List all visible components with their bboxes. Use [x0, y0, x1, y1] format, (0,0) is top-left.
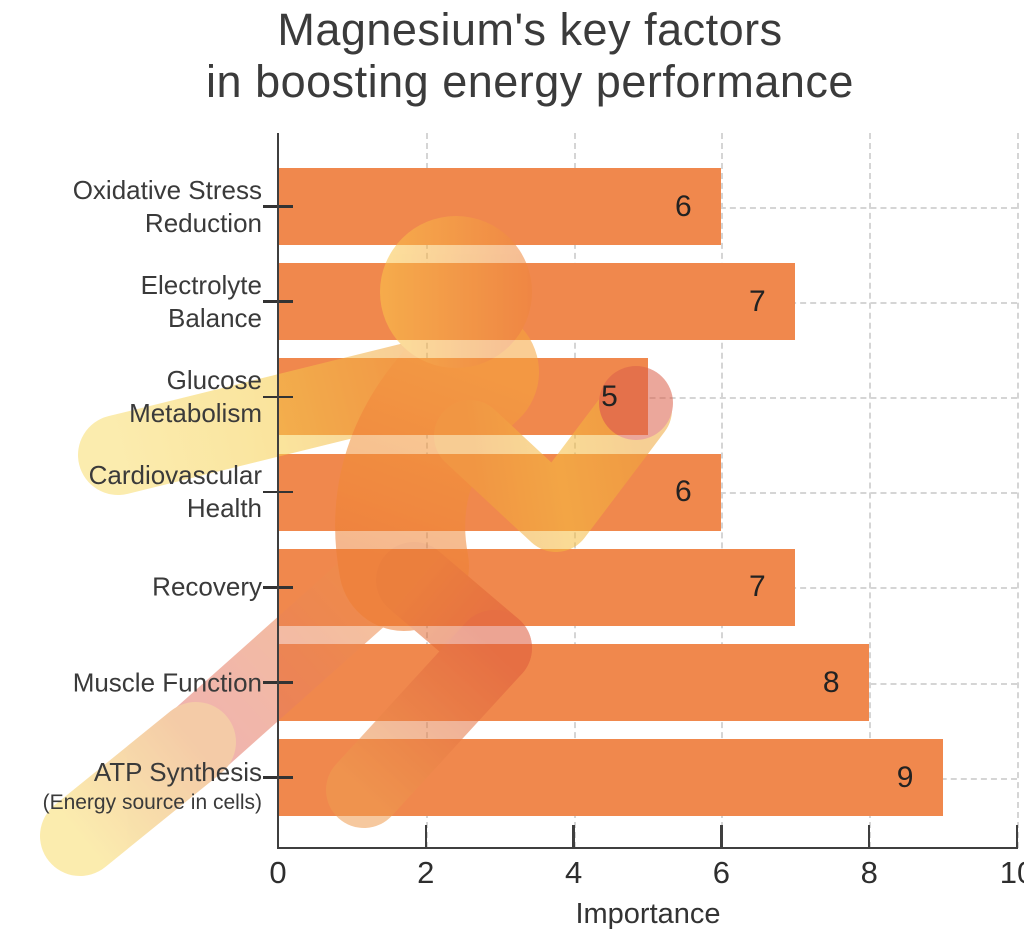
category-label-text: Oxidative Stress Reduction [72, 174, 262, 238]
x-tick-mark [867, 825, 871, 848]
x-axis-title: Importance [575, 898, 721, 930]
vertical-gridline [869, 133, 872, 848]
x-tick-mark [572, 825, 575, 848]
chart-title-line1: Magnesium's key factors [277, 4, 783, 55]
x-tick-mark [720, 825, 723, 848]
category-label-text: ATP Synthesis [93, 756, 262, 787]
category-label-muscle-function: Muscle Function [40, 666, 262, 699]
bar-atp-synthesis [278, 739, 944, 817]
bar-muscle-function [278, 644, 870, 721]
chart-title: Magnesium's key factors in boosting ener… [30, 4, 1024, 108]
bar-value-label: 7 [748, 284, 766, 318]
x-tick-label: 10 [999, 855, 1024, 890]
x-axis-line [276, 846, 1019, 850]
x-tick-label: 6 [712, 855, 731, 890]
bar-value-label: 7 [748, 570, 766, 604]
x-tick-mark [424, 825, 428, 848]
bar-value-label: 9 [896, 760, 914, 794]
category-label-recovery: Recovery [40, 571, 262, 604]
bar-value-label: 6 [675, 189, 692, 223]
category-sublabel-text: (Energy source in cells) [42, 790, 262, 814]
y-axis-line [276, 133, 280, 848]
bar-value-label: 5 [601, 379, 618, 413]
bar-value-label: 6 [675, 475, 692, 509]
chart-title-line2: in boosting energy performance [206, 56, 854, 107]
category-label-glucose-metabolism: Glucose Metabolism [40, 364, 262, 430]
bar-cardiovascular-health [278, 453, 722, 531]
category-label-atp-synthesis: ATP Synthesis (Energy source in cells) [40, 756, 262, 816]
category-label-text: Electrolyte Balance [140, 269, 262, 333]
category-label-oxidative-stress-reduction: Oxidative Stress Reduction [40, 174, 262, 240]
bar-oxidative-stress-reduction [278, 168, 722, 245]
bar-recovery [278, 548, 796, 626]
x-tick-label: 2 [417, 855, 435, 890]
vertical-gridline [1017, 133, 1019, 848]
bar-glucose-metabolism [278, 358, 648, 436]
category-label-text: Muscle Function [72, 667, 262, 697]
category-label-text: Recovery [152, 571, 262, 602]
vertical-gridline [721, 133, 724, 848]
bar-electrolyte-balance [278, 263, 796, 341]
category-label-text: Glucose Metabolism [129, 364, 262, 428]
x-tick-label: 8 [860, 855, 878, 890]
x-tick-mark [1015, 825, 1019, 848]
x-tick-label: 0 [269, 855, 287, 890]
category-label-text: Cardiovascular Health [88, 460, 262, 524]
bar-value-label: 8 [822, 665, 840, 699]
category-label-electrolyte-balance: Electrolyte Balance [40, 269, 262, 335]
x-tick-label: 4 [564, 855, 583, 890]
category-label-cardiovascular-health: Cardiovascular Health [40, 459, 262, 525]
